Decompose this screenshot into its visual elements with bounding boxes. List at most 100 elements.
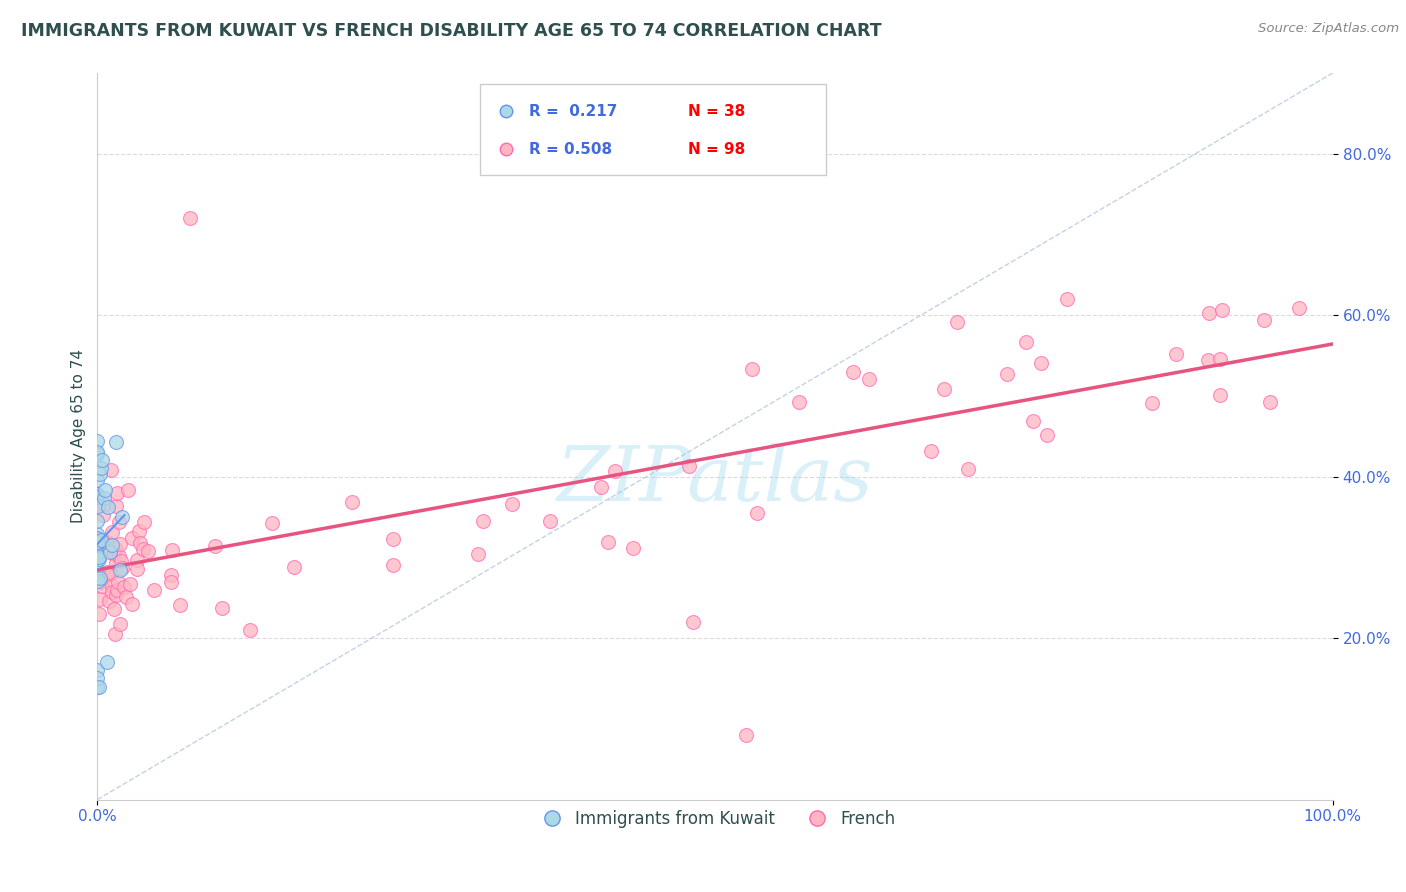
- Point: [89, 607, 111, 621]
- Point: [100, 463, 122, 477]
- Point: [90, 579, 112, 593]
- Point: [125, 553, 148, 567]
- Point: [86, 536, 108, 550]
- Point: [1208, 388, 1230, 402]
- Point: [87, 534, 110, 549]
- Point: [103, 627, 125, 641]
- Point: [621, 541, 644, 555]
- Point: [93, 491, 115, 505]
- Point: [111, 560, 134, 574]
- Point: [89, 467, 111, 482]
- Point: [86, 527, 108, 541]
- Point: [381, 558, 404, 573]
- Point: [1211, 303, 1233, 318]
- Point: [105, 556, 128, 570]
- Point: [110, 554, 132, 568]
- Point: [86, 473, 108, 487]
- Point: [89, 571, 111, 585]
- Point: [682, 615, 704, 629]
- Point: [1164, 346, 1187, 360]
- Point: [131, 541, 153, 556]
- Point: [94, 535, 117, 549]
- Point: [1022, 414, 1045, 428]
- Text: Source: ZipAtlas.com: Source: ZipAtlas.com: [1258, 22, 1399, 36]
- Point: [1015, 334, 1038, 349]
- Point: [997, 367, 1019, 381]
- Point: [678, 459, 700, 474]
- Text: R = 0.508: R = 0.508: [529, 142, 612, 157]
- Point: [159, 568, 181, 582]
- Point: [204, 540, 226, 554]
- Point: [108, 563, 131, 577]
- Point: [1031, 355, 1053, 369]
- Point: [932, 382, 955, 396]
- Point: [86, 680, 108, 694]
- Point: [1258, 395, 1281, 409]
- Point: [87, 574, 110, 589]
- Point: [160, 575, 183, 590]
- Point: [96, 534, 118, 549]
- Text: N = 38: N = 38: [688, 104, 745, 119]
- Point: [283, 559, 305, 574]
- Point: [735, 728, 758, 742]
- Point: [101, 538, 124, 552]
- Point: [86, 447, 108, 461]
- Point: [741, 362, 763, 376]
- Point: [340, 494, 363, 508]
- Point: [956, 462, 979, 476]
- Point: [1198, 306, 1220, 320]
- Point: [86, 532, 108, 546]
- Point: [98, 594, 121, 608]
- Point: [114, 590, 136, 604]
- Point: [100, 566, 122, 581]
- Point: [86, 664, 108, 678]
- Point: [94, 483, 117, 498]
- Text: N = 98: N = 98: [688, 142, 745, 157]
- Point: [94, 541, 117, 555]
- Point: [789, 395, 811, 409]
- Point: [121, 598, 143, 612]
- Point: [596, 534, 619, 549]
- Point: [86, 553, 108, 567]
- Point: [87, 551, 110, 566]
- Point: [86, 547, 108, 561]
- Point: [103, 546, 125, 560]
- Point: [107, 549, 129, 563]
- Point: [100, 579, 122, 593]
- Point: [86, 445, 108, 459]
- Point: [97, 500, 120, 514]
- Point: [86, 487, 108, 501]
- Point: [105, 582, 128, 597]
- Point: [103, 547, 125, 561]
- Point: [86, 491, 108, 505]
- Point: [105, 486, 128, 500]
- Point: [96, 565, 118, 579]
- Point: [86, 532, 108, 546]
- Point: [87, 680, 110, 694]
- Point: [86, 500, 108, 514]
- Point: [101, 584, 124, 599]
- Point: [125, 562, 148, 576]
- Point: [97, 567, 120, 582]
- Point: [1209, 352, 1232, 367]
- Point: [1140, 396, 1163, 410]
- Point: [842, 365, 865, 379]
- Point: [89, 574, 111, 589]
- Point: [103, 601, 125, 615]
- Point: [121, 531, 143, 545]
- Point: [142, 582, 165, 597]
- Point: [112, 581, 135, 595]
- Point: [100, 525, 122, 540]
- Point: [605, 464, 627, 478]
- Point: [96, 655, 118, 669]
- Point: [90, 533, 112, 548]
- Point: [1036, 428, 1059, 442]
- Point: [90, 461, 112, 475]
- Point: [179, 211, 201, 226]
- Point: [87, 550, 110, 565]
- Point: [110, 616, 132, 631]
- Point: [920, 444, 942, 458]
- Point: [136, 544, 159, 558]
- Point: [858, 372, 880, 386]
- Point: [86, 571, 108, 585]
